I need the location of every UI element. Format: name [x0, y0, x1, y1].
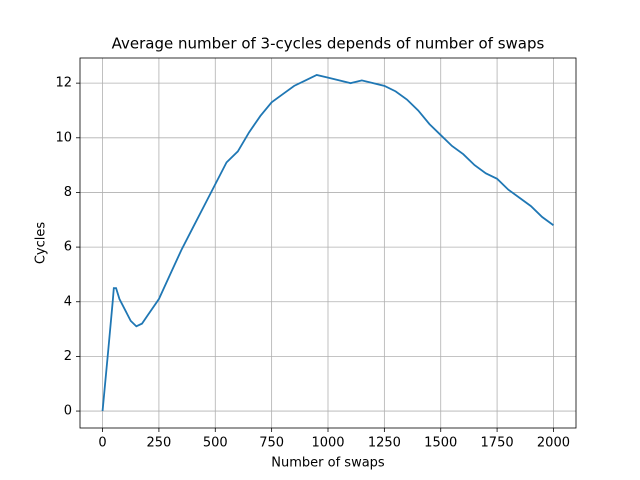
y-tick-label: 2: [64, 349, 72, 364]
y-axis-label: Cycles: [34, 222, 49, 265]
x-tick-label: 750: [259, 436, 284, 451]
y-tick-label: 0: [64, 404, 72, 419]
y-tick-label: 12: [55, 76, 72, 91]
x-tick-label: 250: [146, 436, 171, 451]
x-tick-label: 1000: [311, 436, 344, 451]
y-tick-label: 8: [64, 185, 72, 200]
chart-title: Average number of 3-cycles depends of nu…: [112, 35, 545, 53]
y-tick-label: 10: [55, 130, 72, 145]
x-axis-label: Number of swaps: [271, 456, 385, 471]
x-tick-label: 1500: [424, 436, 457, 451]
x-tick-label: 2000: [537, 436, 570, 451]
x-tick-label: 500: [203, 436, 228, 451]
x-tick-label: 0: [98, 436, 106, 451]
plot-frame: [79, 57, 577, 429]
x-tick-label: 1750: [481, 436, 514, 451]
y-tick-label: 4: [64, 294, 72, 309]
line: [101, 73, 554, 412]
x-tick-label: 1250: [368, 436, 401, 451]
y-tick-label: 6: [64, 240, 72, 255]
